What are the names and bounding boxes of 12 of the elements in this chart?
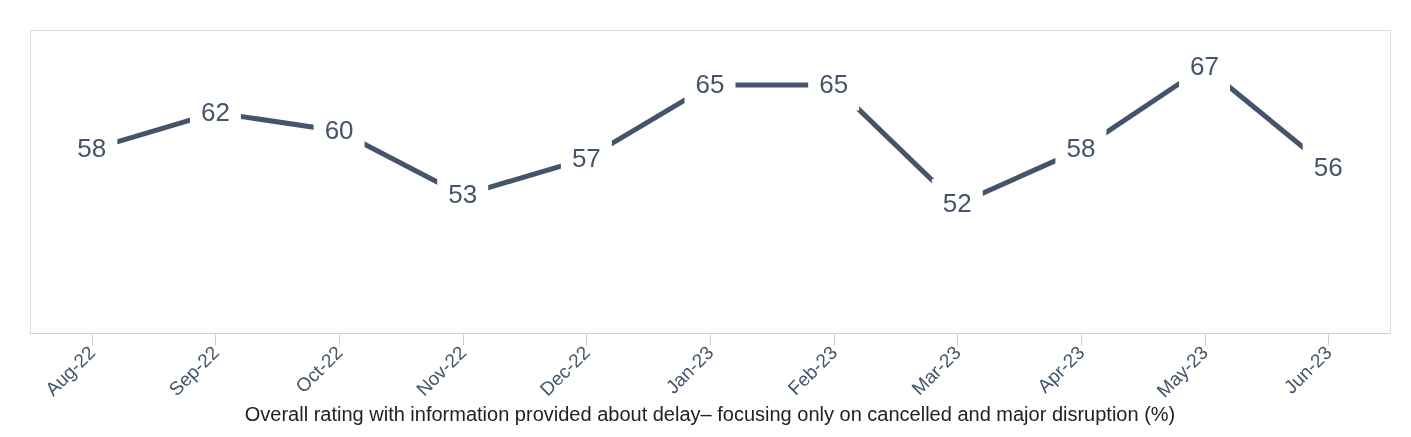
data-label: 53 [448,179,478,210]
data-label: 62 [200,96,230,127]
data-label: 60 [324,115,354,145]
data-label: 67 [1190,50,1220,81]
data-label: 58 [77,133,107,164]
data-label: 57 [571,142,601,173]
data-label: 65 [819,69,849,100]
data-label: 56 [1313,151,1343,182]
data-label: 65 [695,69,725,100]
text: Overall rating with information provided about delay– focusing only on cancelled and major disruption (%) [244,402,1176,425]
data-label: 58 [1066,133,1096,164]
data-label: 52 [942,188,972,219]
